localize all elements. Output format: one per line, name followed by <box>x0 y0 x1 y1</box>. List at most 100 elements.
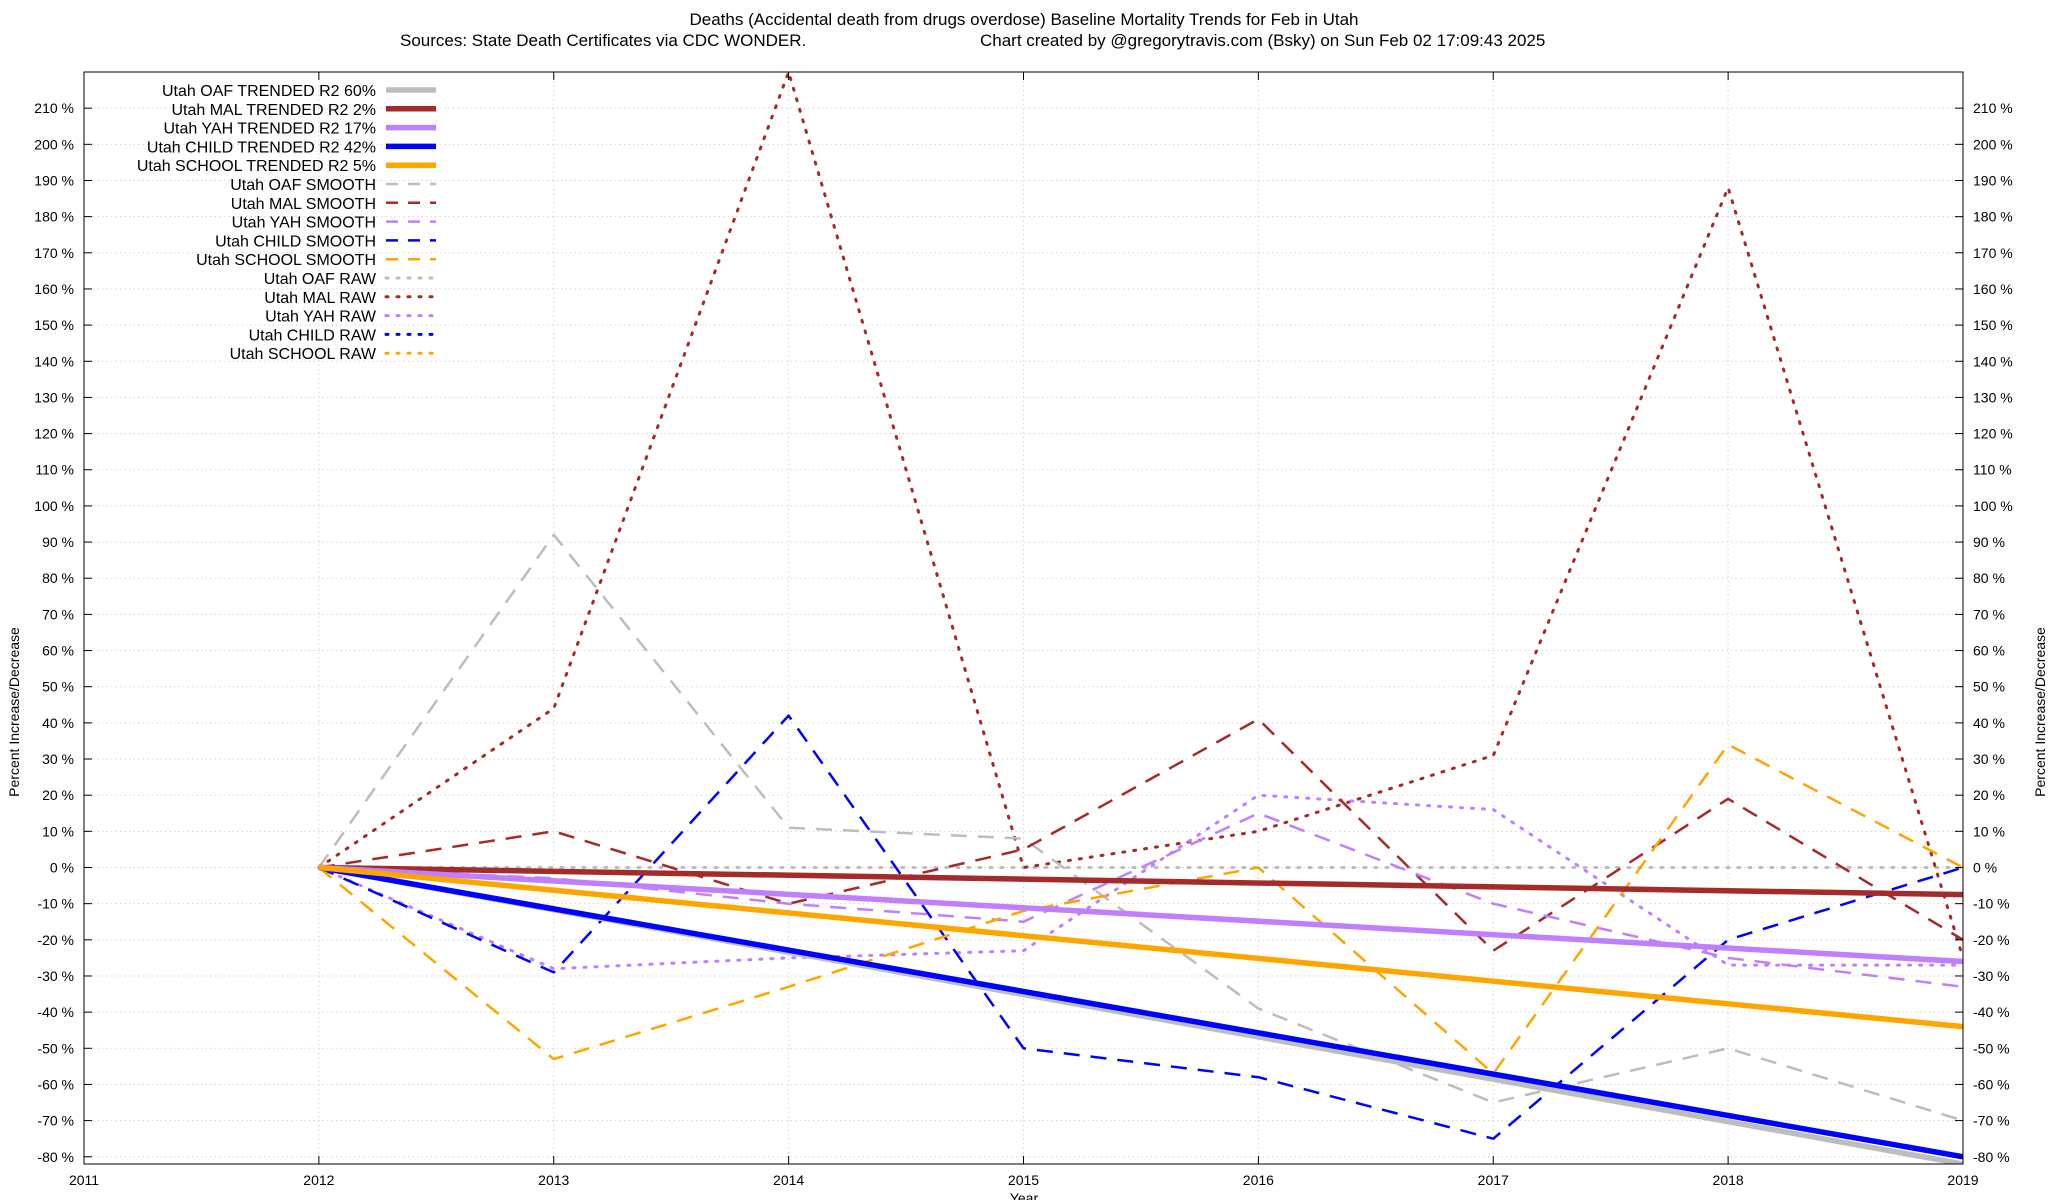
y2-tick-label: -20 % <box>1973 932 2010 948</box>
y-tick-label: 50 % <box>42 679 74 695</box>
x-tick-label: 2014 <box>773 1172 804 1188</box>
y-tick-label: 40 % <box>42 715 74 731</box>
y-tick-label: 140 % <box>34 353 74 369</box>
y2-tick-label: -40 % <box>1973 1004 2010 1020</box>
chart-title: Deaths (Accidental death from drugs over… <box>690 10 1359 29</box>
y2-tick-label: 60 % <box>1973 643 2005 659</box>
series-line-utah-mal-raw <box>317 72 1963 960</box>
y-tick-label: -30 % <box>37 968 74 984</box>
y2-tick-label: -80 % <box>1973 1149 2010 1165</box>
y2-tick-label: 110 % <box>1973 462 2012 478</box>
y2-tick-label: 130 % <box>1973 389 2013 405</box>
y-tick-label: 160 % <box>34 281 74 297</box>
x-tick-label: 2018 <box>1713 1172 1744 1188</box>
x-tick-label: 2019 <box>1947 1172 1978 1188</box>
y2-tick-label: 200 % <box>1973 136 2013 152</box>
y-tick-label: 130 % <box>34 389 74 405</box>
chart-subtitle-left: Sources: State Death Certificates via CD… <box>400 31 806 50</box>
y-tick-label: 80 % <box>42 570 74 586</box>
legend-label: Utah YAH SMOOTH <box>232 215 376 232</box>
y-tick-label: 20 % <box>42 787 74 803</box>
y-tick-label: 30 % <box>42 751 74 767</box>
legend-label: Utah SCHOOL RAW <box>230 346 377 363</box>
legend-label: Utah SCHOOL TRENDED R2 5% <box>137 158 376 175</box>
y-tick-label: 10 % <box>42 823 74 839</box>
legend-label: Utah CHILD RAW <box>249 327 377 344</box>
series-line-utah-oaf-smooth <box>317 533 1963 1122</box>
y-tick-label: -50 % <box>37 1040 74 1056</box>
legend-label: Utah MAL TRENDED R2 2% <box>171 102 376 119</box>
y2-tick-label: 190 % <box>1973 172 2013 188</box>
y-tick-label: 100 % <box>34 498 74 514</box>
legend-label: Utah YAH RAW <box>265 309 377 326</box>
y-tick-label: 60 % <box>42 643 74 659</box>
y-tick-label: 210 % <box>34 100 74 116</box>
axis-ticks: -80 % -80 % -70 % -70 % -60 % -60 % -50 % -50 %… <box>34 72 2013 1188</box>
x-tick-label: 2015 <box>1008 1172 1039 1188</box>
y2-tick-label: -70 % <box>1973 1113 2010 1129</box>
y-tick-label: 90 % <box>42 534 74 550</box>
y2-tick-label: 120 % <box>1973 426 2013 442</box>
y2-tick-label: 90 % <box>1973 534 2005 550</box>
y-tick-label: 110 % <box>35 462 74 478</box>
y2-tick-label: 30 % <box>1973 751 2005 767</box>
y-tick-label: 170 % <box>34 245 74 261</box>
series-line-utah-school-trended-r <box>318 864 1963 1030</box>
y2-tick-label: 150 % <box>1973 317 2013 333</box>
y2-tick-label: 100 % <box>1973 498 2013 514</box>
y-tick-label: -60 % <box>37 1076 74 1092</box>
series-line-utah-child-smooth <box>318 714 1963 1140</box>
series-line-utah-school-smooth <box>318 743 1963 1075</box>
y-tick-label: 120 % <box>34 426 74 442</box>
y2-tick-label: 40 % <box>1973 715 2005 731</box>
chart-subtitle-right: Chart created by @gregorytravis.com (Bsk… <box>980 31 1545 50</box>
x-axis-title: Year <box>1010 1190 1039 1200</box>
y2-tick-label: 0 % <box>1973 859 1997 875</box>
x-tick-label: 2011 <box>69 1172 99 1188</box>
legend-label: Utah CHILD SMOOTH <box>215 233 376 250</box>
y-tick-label: 200 % <box>34 136 74 152</box>
series-line-utah-yah-trended-r <box>318 864 1963 965</box>
x-tick-label: 2017 <box>1478 1172 1509 1188</box>
y-tick-label: -20 % <box>37 932 74 948</box>
y2-tick-label: 180 % <box>1973 209 2013 225</box>
y2-tick-label: -30 % <box>1973 968 2010 984</box>
legend-label: Utah YAH TRENDED R2 17% <box>163 121 376 138</box>
y2-tick-label: -10 % <box>1973 896 2010 912</box>
x-tick-label: 2016 <box>1243 1172 1274 1188</box>
y-tick-label: -70 % <box>37 1113 74 1129</box>
y-tick-label: -10 % <box>37 896 74 912</box>
legend: Utah OAF TRENDED R2 60% Utah MAL TRENDED … <box>137 83 438 363</box>
y2-tick-label: 50 % <box>1973 679 2005 695</box>
legend-label: Utah MAL RAW <box>264 290 377 307</box>
y2-tick-label: 170 % <box>1973 245 2013 261</box>
y-axis-title: Percent Increase/Decrease <box>6 627 22 797</box>
series-line-utah-child-trended-r <box>318 864 1963 1160</box>
y2-axis-title: Percent Increase/Decrease <box>2032 627 2048 797</box>
y-tick-label: 180 % <box>34 209 74 225</box>
legend-label: Utah CHILD TRENDED R2 42% <box>147 139 376 156</box>
y2-tick-label: 160 % <box>1973 281 2013 297</box>
y2-tick-label: 210 % <box>1973 100 2013 116</box>
x-tick-label: 2012 <box>303 1172 334 1188</box>
x-tick-label: 2013 <box>538 1172 569 1188</box>
legend-label: Utah OAF SMOOTH <box>230 177 376 194</box>
y2-tick-label: 80 % <box>1973 570 2005 586</box>
legend-label: Utah SCHOOL SMOOTH <box>196 252 376 269</box>
y2-tick-label: -60 % <box>1973 1076 2010 1092</box>
y2-tick-label: 70 % <box>1973 606 2005 622</box>
series-lines <box>317 72 1963 1164</box>
y2-tick-label: 140 % <box>1973 353 2013 369</box>
legend-label: Utah OAF RAW <box>264 271 377 288</box>
legend-label: Utah MAL SMOOTH <box>231 196 376 213</box>
y-tick-label: -40 % <box>37 1004 74 1020</box>
y-tick-label: 70 % <box>42 606 74 622</box>
y-tick-label: -80 % <box>37 1149 74 1165</box>
y-tick-label: 150 % <box>34 317 74 333</box>
y-tick-label: 0 % <box>50 859 74 875</box>
y2-tick-label: 10 % <box>1973 823 2005 839</box>
legend-label: Utah OAF TRENDED R2 60% <box>162 83 376 100</box>
series-line-utah-mal-trended-r <box>318 864 1963 898</box>
series-line-utah-mal-smooth <box>318 717 1963 952</box>
